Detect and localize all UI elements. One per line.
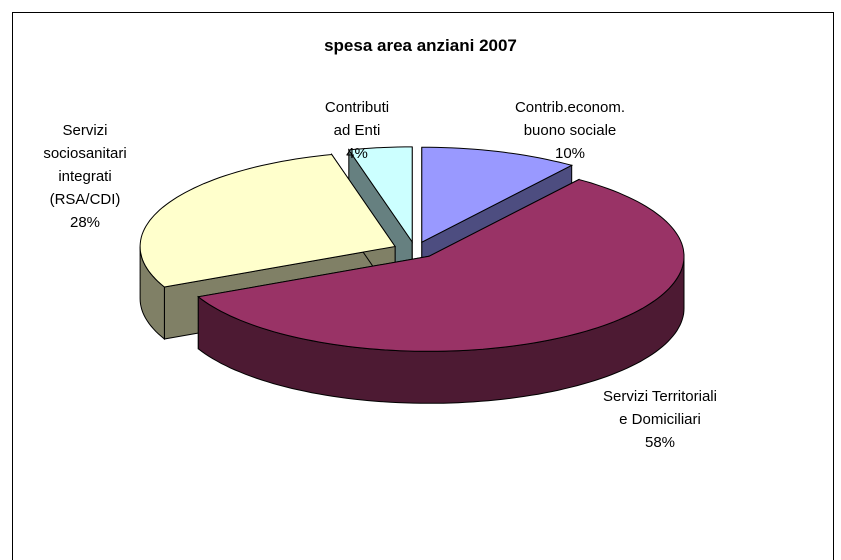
label-value: 58% xyxy=(644,434,676,451)
slice-top xyxy=(347,146,413,244)
slice-top xyxy=(421,146,574,244)
data-label: Contributi ad Enti 4% xyxy=(317,96,397,165)
data-label: Servizi Territoriali e Domiciliari 58% xyxy=(603,385,718,454)
data-label: Contrib.econom. buono sociale 10% xyxy=(495,96,645,165)
label-name: Servizi sociosanitari integrati (RSA/CDI… xyxy=(43,122,127,208)
slice-top xyxy=(197,178,685,352)
slice-top xyxy=(139,153,396,288)
label-name: Servizi Territoriali e Domiciliari xyxy=(603,388,717,428)
chart-title: spesa area anziani 2007 xyxy=(324,36,517,55)
data-label: Servizi sociosanitari integrati (RSA/CDI… xyxy=(30,119,140,234)
label-value: 28% xyxy=(69,214,101,231)
label-value: 10% xyxy=(554,145,586,162)
label-value: 4% xyxy=(346,145,368,162)
label-name: Contrib.econom. buono sociale xyxy=(514,99,626,139)
label-name: Contributi ad Enti xyxy=(324,99,390,139)
